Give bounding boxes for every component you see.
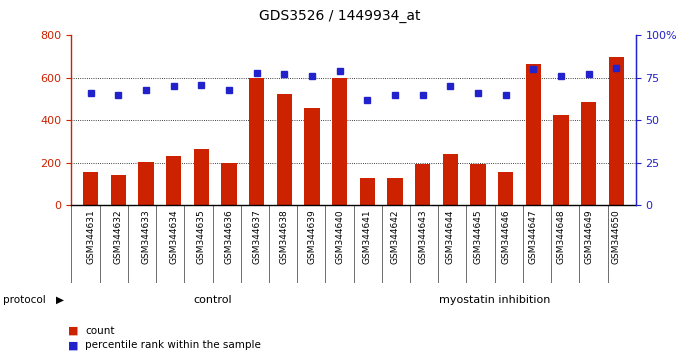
Text: GSM344647: GSM344647 [529,209,538,264]
Text: GSM344649: GSM344649 [584,209,593,264]
Text: GSM344644: GSM344644 [446,209,455,264]
Text: count: count [85,326,114,336]
Bar [443,154,458,205]
Text: percentile rank within the sample: percentile rank within the sample [85,340,261,350]
Text: GSM344642: GSM344642 [390,209,400,264]
Text: GSM344635: GSM344635 [197,209,206,264]
Text: GSM344641: GSM344641 [363,209,372,264]
Bar [139,162,154,205]
Text: GSM344637: GSM344637 [252,209,261,264]
Bar [166,156,182,205]
Bar [388,178,403,205]
Text: GSM344640: GSM344640 [335,209,344,264]
Text: GSM344643: GSM344643 [418,209,427,264]
Bar [305,108,320,205]
Bar [498,172,513,205]
Bar [277,94,292,205]
Text: GSM344638: GSM344638 [280,209,289,264]
Text: ■: ■ [68,340,78,350]
Bar [581,102,596,205]
Text: control: control [193,295,232,305]
Text: ▶: ▶ [56,295,65,305]
Text: GSM344631: GSM344631 [86,209,95,264]
Bar [83,172,99,205]
Bar [194,149,209,205]
Bar [554,115,568,205]
Text: GSM344650: GSM344650 [612,209,621,264]
Text: GSM344646: GSM344646 [501,209,510,264]
Bar [415,164,430,205]
Bar [222,163,237,205]
Bar [249,78,265,205]
Bar [609,57,624,205]
Bar [360,178,375,205]
Text: protocol: protocol [3,295,46,305]
Text: GSM344645: GSM344645 [473,209,483,264]
Text: GSM344633: GSM344633 [141,209,150,264]
Text: myostatin inhibition: myostatin inhibition [439,295,550,305]
Text: ■: ■ [68,326,78,336]
Bar [111,175,126,205]
Bar [471,164,486,205]
Text: GDS3526 / 1449934_at: GDS3526 / 1449934_at [259,9,421,23]
Bar [526,64,541,205]
Text: GSM344639: GSM344639 [307,209,317,264]
Text: GSM344636: GSM344636 [224,209,234,264]
Bar [332,78,347,205]
Text: GSM344632: GSM344632 [114,209,123,264]
Text: GSM344648: GSM344648 [557,209,566,264]
Text: GSM344634: GSM344634 [169,209,178,264]
